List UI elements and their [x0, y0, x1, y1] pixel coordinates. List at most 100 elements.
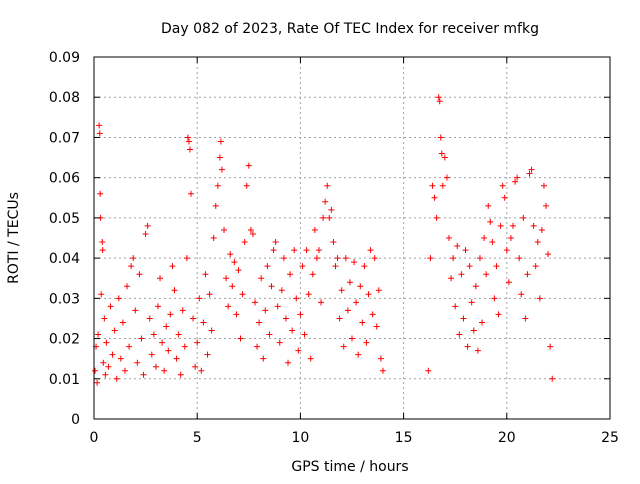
data-point	[218, 166, 225, 173]
data-point	[487, 218, 494, 225]
data-point	[452, 303, 459, 310]
y-tick-label: 0.02	[49, 332, 80, 348]
y-tick-label: 0.09	[49, 50, 80, 66]
data-point	[472, 283, 479, 290]
data-point	[204, 351, 211, 358]
data-point	[431, 194, 438, 201]
data-point	[247, 226, 254, 233]
data-point	[130, 255, 137, 262]
data-point	[441, 154, 448, 161]
data-point	[235, 267, 242, 274]
data-point	[545, 251, 552, 258]
data-point	[99, 247, 106, 254]
data-point	[357, 283, 364, 290]
data-point	[169, 263, 176, 270]
data-point	[97, 190, 104, 197]
data-point	[227, 251, 234, 258]
data-point	[373, 323, 380, 330]
data-point	[520, 214, 527, 221]
data-point	[245, 162, 252, 169]
data-point	[543, 202, 550, 209]
data-point	[481, 235, 488, 241]
data-point	[183, 255, 190, 262]
x-tick-label: 25	[601, 430, 619, 446]
data-point	[518, 291, 525, 298]
x-tick-label: 20	[498, 430, 516, 446]
data-point	[94, 379, 101, 386]
data-point	[367, 247, 374, 254]
data-point	[320, 214, 327, 221]
data-point	[98, 291, 105, 298]
data-point	[102, 371, 109, 378]
data-point	[185, 138, 192, 145]
data-point	[96, 122, 103, 129]
data-point	[188, 190, 195, 197]
data-point	[216, 154, 223, 161]
data-point	[163, 323, 170, 330]
data-point	[291, 247, 298, 254]
data-point	[479, 319, 486, 326]
data-point	[361, 263, 368, 270]
data-point	[293, 295, 300, 302]
data-point	[202, 271, 209, 278]
data-point	[264, 263, 271, 270]
data-point	[214, 182, 221, 189]
y-axis-label: ROTI / TECUs	[6, 192, 22, 284]
data-point	[326, 214, 333, 221]
data-point	[124, 283, 131, 290]
data-point	[217, 138, 224, 145]
data-point	[144, 222, 151, 229]
data-point	[349, 335, 355, 342]
data-point	[530, 222, 537, 229]
data-point	[103, 339, 110, 346]
data-point	[251, 299, 258, 306]
data-point	[289, 327, 296, 334]
data-point	[371, 255, 378, 262]
data-point	[328, 206, 335, 213]
data-point	[285, 359, 292, 366]
x-tick-label: 10	[291, 430, 309, 446]
data-point	[501, 194, 508, 201]
data-point	[171, 287, 178, 294]
data-point	[266, 331, 273, 338]
data-point	[377, 355, 384, 362]
data-point	[276, 339, 283, 346]
data-point	[334, 255, 341, 262]
data-point	[549, 375, 556, 382]
data-point	[126, 343, 133, 350]
data-point	[433, 214, 440, 221]
data-point	[212, 202, 219, 209]
data-point	[311, 226, 318, 233]
x-tick-label: 5	[193, 430, 202, 446]
data-point	[516, 255, 523, 262]
data-point	[429, 182, 436, 189]
y-tick-label: 0.03	[49, 291, 80, 307]
data-point	[346, 279, 353, 286]
data-point	[138, 335, 145, 342]
data-points	[92, 94, 556, 386]
data-point	[448, 275, 455, 282]
data-point	[309, 271, 316, 278]
data-point	[363, 339, 370, 346]
data-point	[157, 275, 164, 282]
data-point	[351, 259, 358, 266]
data-point	[522, 315, 529, 322]
data-point	[249, 230, 256, 237]
data-point	[474, 347, 481, 354]
data-point	[221, 226, 228, 233]
data-point	[100, 359, 107, 366]
data-point	[254, 343, 261, 350]
data-point	[173, 355, 180, 362]
data-point	[194, 339, 201, 346]
data-point	[132, 307, 139, 314]
data-point	[303, 247, 310, 254]
data-point	[353, 299, 360, 306]
chart-title: Day 082 of 2023, Rate Of TEC Index for r…	[161, 21, 539, 37]
data-point	[270, 247, 277, 254]
data-point	[210, 235, 217, 241]
data-point	[225, 303, 232, 310]
data-point	[128, 263, 135, 270]
data-point	[497, 222, 504, 229]
data-point	[179, 307, 186, 314]
